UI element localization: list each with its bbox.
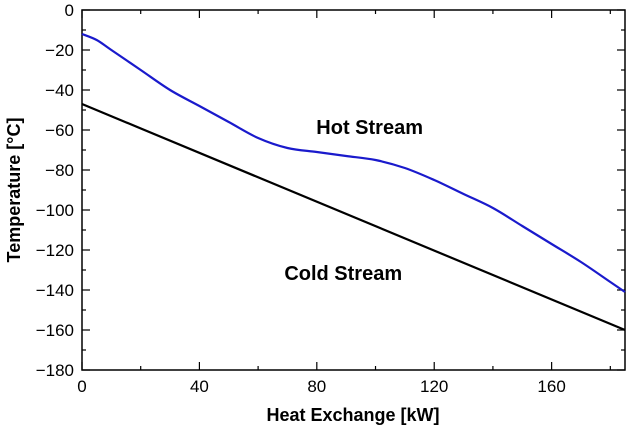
y-tick-label: −160 [36, 321, 74, 340]
annotation-hot-stream: Hot Stream [316, 117, 423, 139]
x-tick-label: 160 [537, 377, 565, 396]
y-tick-label: −40 [45, 81, 74, 100]
x-tick-label: 0 [77, 377, 86, 396]
ticks [81, 9, 625, 371]
annotation-cold-stream: Cold Stream [284, 263, 402, 285]
y-tick-label: −80 [45, 161, 74, 180]
series-group [81, 32, 626, 332]
y-tick-label: −120 [36, 241, 74, 260]
y-axis-title: Temperature [°C] [4, 118, 24, 263]
y-tick-label: −20 [45, 41, 74, 60]
series-line-hot-stream [81, 32, 626, 293]
x-tick-label: 120 [420, 377, 448, 396]
annotations: Hot Stream Cold Stream [284, 117, 423, 285]
series-line-cold-stream [81, 102, 626, 332]
x-tick-label: 80 [307, 377, 326, 396]
y-tick-label: −140 [36, 281, 74, 300]
y-tick-label: −100 [36, 201, 74, 220]
plot-frame [81, 9, 626, 371]
y-tick-label: 0 [65, 1, 74, 20]
x-tick-label: 40 [190, 377, 209, 396]
tick-labels: 0 40 80 120 160 0 −20 −40 −60 −80 −100 −120 −140 −160… [36, 1, 566, 396]
x-axis-title: Heat Exchange [kW] [266, 405, 439, 425]
y-tick-label: −60 [45, 121, 74, 140]
y-tick-label: −180 [36, 361, 74, 380]
